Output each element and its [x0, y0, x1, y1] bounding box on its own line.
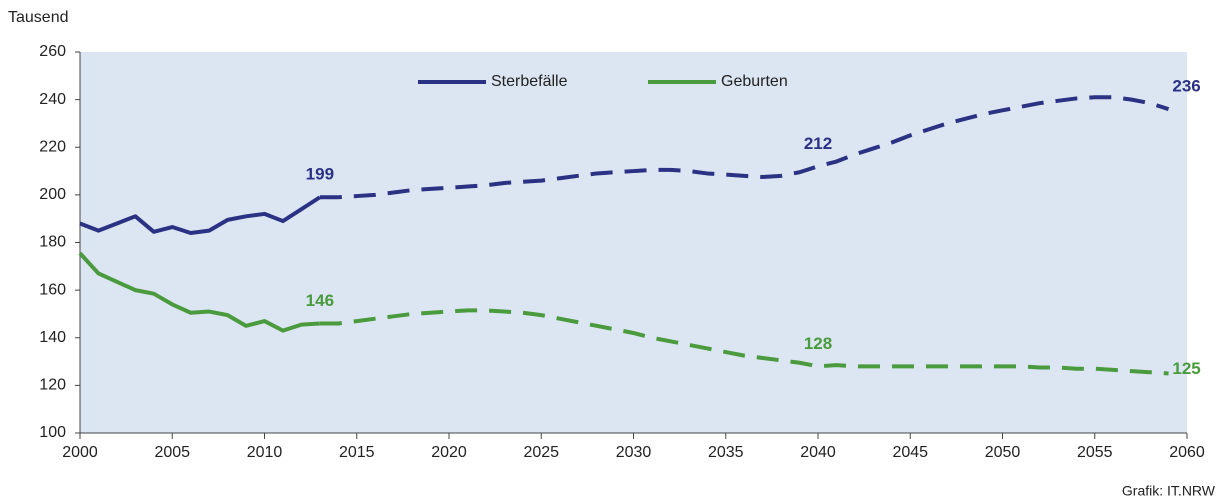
y-tick-label: 120	[39, 377, 66, 394]
y-tick-label: 100	[39, 424, 66, 441]
projected-line	[319, 308, 1169, 376]
y-tick-label: 200	[39, 186, 66, 203]
x-tick-label: 2055	[1077, 444, 1113, 461]
y-axis-label: Tausend	[8, 9, 69, 26]
x-tick-label: 2060	[1169, 444, 1205, 461]
data-label: 212	[804, 134, 832, 153]
x-tick-label: 2015	[339, 444, 375, 461]
y-tick-label: 180	[39, 234, 66, 251]
data-label: 199	[306, 165, 334, 184]
x-tick-label: 2000	[62, 444, 98, 461]
data-label: 236	[1172, 77, 1200, 96]
x-tick-label: 2025	[523, 444, 559, 461]
y-tick-label: 140	[39, 329, 66, 346]
projected-line	[319, 95, 1170, 200]
observed-line	[78, 251, 320, 333]
data-label: 146	[306, 291, 334, 310]
source: Grafik: IT.NRW	[1122, 483, 1216, 499]
legend-label: Geburten	[721, 73, 788, 90]
y-tick-label: 160	[39, 281, 66, 298]
observed-line	[79, 195, 321, 235]
x-tick-label: 2045	[892, 444, 928, 461]
data-label: 125	[1172, 359, 1200, 378]
legend-label: Sterbefälle	[491, 73, 568, 90]
x-tick-label: 2005	[154, 444, 190, 461]
plot-area	[80, 52, 1187, 433]
x-tick-label: 2035	[708, 444, 744, 461]
x-tick-label: 2030	[616, 444, 652, 461]
y-tick-label: 240	[39, 91, 66, 108]
x-tick-label: 2020	[431, 444, 467, 461]
y-tick-label: 220	[39, 138, 66, 155]
x-tick-label: 2050	[985, 444, 1021, 461]
y-tick-label: 260	[39, 43, 66, 60]
x-tick-label: 2010	[247, 444, 283, 461]
x-tick-label: 2040	[800, 444, 836, 461]
data-label: 128	[804, 334, 832, 353]
